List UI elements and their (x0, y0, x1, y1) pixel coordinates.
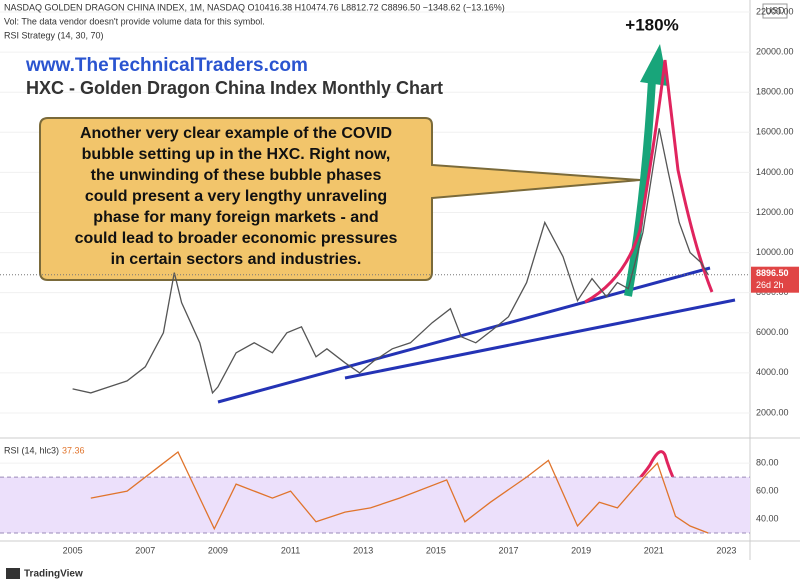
y-tick-label: 60.00 (756, 485, 779, 495)
website: www.TheTechnicalTraders.com (25, 55, 308, 76)
gain-label: +180% (625, 15, 678, 34)
x-tick-label: 2007 (135, 545, 155, 555)
currency: USD (765, 5, 785, 15)
callout-line: could present a very lengthy unraveling (85, 188, 387, 205)
x-tick-label: 2009 (208, 545, 228, 555)
callout-line: phase for many foreign markets - and (93, 209, 378, 226)
footer: TradingView (24, 569, 83, 580)
last-price-label: 8896.50 (756, 268, 789, 278)
x-tick-label: 2017 (498, 545, 518, 555)
y-tick-label: 4000.00 (756, 367, 789, 377)
x-tick-label: 2019 (571, 545, 591, 555)
x-tick-label: 2013 (353, 545, 373, 555)
x-tick-label: 2023 (716, 545, 736, 555)
y-tick-label: 16000.00 (756, 127, 794, 137)
x-tick-label: 2005 (63, 545, 83, 555)
symbol-line: NASDAQ GOLDEN DRAGON CHINA INDEX, 1M, NA… (4, 2, 505, 12)
callout-line: in certain sectors and industries. (111, 251, 362, 268)
y-tick-label: 80.00 (756, 458, 779, 468)
callout-line: the unwinding of these bubble phases (91, 167, 382, 184)
vol-line: Vol: The data vendor doesn't provide vol… (4, 16, 265, 26)
y-tick-label: 6000.00 (756, 327, 789, 337)
callout: Another very clear example of the COVID b… (39, 117, 641, 281)
callout-line: bubble setting up in the HXC. Right now, (82, 146, 391, 163)
rsi-title: RSI (14, hlc3) (4, 445, 59, 455)
y-tick-label: 22000.00 (756, 6, 794, 16)
rsi-last-value: 37.36 (62, 445, 85, 455)
y-tick-label: 2000.00 (756, 407, 789, 417)
callout-text: Another very clear example of the COVID b… (75, 125, 398, 268)
y-tick-label: 20000.00 (756, 46, 794, 56)
series-line (72, 128, 709, 395)
trend-line (344, 298, 736, 380)
strategy-line: RSI Strategy (14, 30, 70) (4, 30, 104, 40)
x-tick-label: 2011 (281, 545, 300, 555)
last-price-box (751, 266, 799, 293)
y-tick-label: 14000.00 (756, 167, 794, 177)
logo (6, 568, 20, 579)
y-tick-label: 12000.00 (756, 207, 794, 217)
chart-title: HXC - Golden Dragon China Index Monthly … (26, 78, 443, 98)
y-tick-label: 18000.00 (756, 87, 794, 97)
currency-box (762, 3, 788, 19)
x-tick-label: 2021 (644, 545, 664, 555)
rsi-band (0, 477, 750, 534)
countdown: 26d 2h (756, 280, 784, 290)
y-tick-label: 10000.00 (756, 247, 794, 257)
gain-arrowhead (640, 44, 668, 86)
y-tick-label: 40.00 (756, 513, 779, 523)
series-line (90, 450, 709, 534)
callout-line: could lead to broader economic pressures (75, 230, 398, 247)
x-tick-label: 2015 (426, 545, 446, 555)
bubble-curve (584, 59, 714, 304)
callout-line: Another very clear example of the COVID (80, 125, 392, 142)
callout-box (39, 117, 641, 281)
